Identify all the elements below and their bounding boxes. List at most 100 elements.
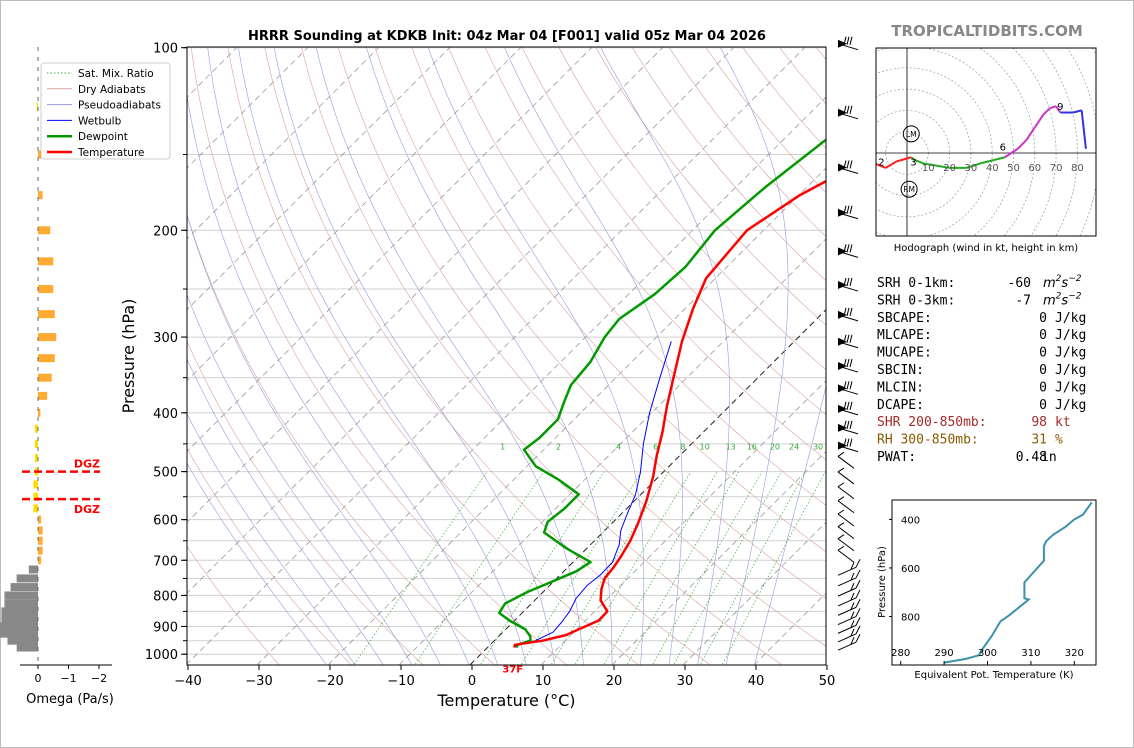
- x-tick-label: 30: [677, 674, 694, 689]
- hodograph-ring-label: 20: [943, 163, 956, 174]
- omega-bar: [38, 556, 42, 565]
- omega-bar: [38, 310, 55, 319]
- omega-bar: [28, 565, 38, 574]
- hodograph-segment: [876, 162, 887, 169]
- wind-feather: [837, 534, 845, 540]
- mixing-ratio-label: 20: [770, 443, 780, 452]
- stat-value: 0: [1039, 346, 1047, 361]
- stat-value: 0: [1039, 398, 1047, 413]
- theta-e-line: [943, 501, 1093, 664]
- wind-barb: [837, 569, 861, 587]
- legend-entry: Dry Adiabats: [78, 84, 146, 96]
- wind-shaft: [837, 284, 859, 292]
- hodograph-height-label: 9: [1057, 102, 1063, 113]
- y-tick-label: 100: [153, 42, 178, 57]
- wind-feather: [846, 401, 850, 410]
- isotherm-line: [187, 47, 806, 665]
- omega-bar: [4, 591, 38, 600]
- wind-barb: [837, 451, 855, 469]
- wind-feather: [843, 438, 847, 447]
- wind-shaft: [837, 577, 857, 587]
- stat-value: 98: [1031, 415, 1047, 430]
- wind-barb: [837, 358, 859, 373]
- mixing-ratio-line: [353, 471, 488, 665]
- wind-barb: [837, 625, 861, 643]
- omega-bar: [34, 439, 38, 448]
- pseudoadiabat: [720, 47, 789, 665]
- omega-bar: [38, 354, 55, 363]
- stat-label: RH 300-850mb:: [877, 433, 979, 448]
- stat-label: PWAT:: [877, 450, 916, 465]
- legend-entry: Pseudoadiabats: [78, 100, 161, 112]
- wind-barb: [837, 438, 859, 453]
- y-tick-label: 500: [153, 466, 178, 481]
- dry-adiabat: [187, 340, 424, 665]
- isotherm-line: [682, 521, 826, 665]
- theta-e-x-tick-label: 300: [978, 648, 997, 659]
- wind-feather: [850, 611, 855, 619]
- omega-bar: [38, 373, 52, 382]
- theta-e-x-tick-label: 290: [935, 648, 954, 659]
- stat-unit: J/kg: [1055, 311, 1086, 326]
- mixing-ratio-label: 30: [813, 443, 823, 452]
- wind-feather: [843, 420, 847, 430]
- mixing-ratio-line: [699, 471, 806, 665]
- mixing-ratio-label: 16: [747, 443, 757, 452]
- wind-feather: [855, 559, 861, 568]
- mixing-ratio-label: 13: [726, 443, 736, 452]
- wind-barb: [837, 617, 861, 634]
- wind-shaft: [837, 455, 855, 469]
- wind-shaft: [837, 566, 857, 576]
- stat-unit: J/kg: [1055, 363, 1086, 378]
- surface-temp-label: 37F: [502, 665, 523, 676]
- wind-pennant: [838, 337, 847, 346]
- x-tick-label: 10: [535, 674, 552, 689]
- mixing-ratio-line: [603, 471, 718, 665]
- wind-feather: [849, 160, 853, 169]
- pseudoadiabat: [273, 47, 556, 665]
- stat-label: SBCAPE:: [877, 311, 932, 326]
- storm-motion-marker: [902, 125, 920, 143]
- isotherm-line: [256, 96, 826, 665]
- hodograph-segment: [910, 156, 915, 161]
- wind-feather: [843, 205, 847, 214]
- x-tick-label: −10: [387, 674, 414, 689]
- dgz-label: DGZ: [74, 503, 100, 516]
- dry-adiabat: [558, 47, 826, 371]
- dry-adiabat: [264, 47, 711, 665]
- pseudoadiabat: [754, 384, 826, 665]
- wind-barb: [837, 608, 861, 625]
- stat-label: SRH 0-1km:: [877, 276, 955, 291]
- theta-e-y-title: Pressure (hPa): [877, 546, 888, 618]
- x-axis-title: Temperature (°C): [436, 691, 575, 710]
- stat-label: MUCAPE:: [877, 346, 932, 361]
- y-tick-label: 800: [153, 589, 178, 604]
- hodograph-ring-label: 80: [1071, 163, 1084, 174]
- wind-barb: [837, 545, 855, 563]
- wind-feather: [849, 205, 853, 214]
- dry-adiabat: [448, 47, 826, 506]
- stat-value: -7: [1015, 293, 1031, 308]
- wind-barb: [837, 160, 859, 174]
- hodograph-height-label: 6: [1000, 143, 1006, 154]
- wind-barb: [837, 509, 855, 527]
- omega-bar: [38, 526, 43, 535]
- mixing-ratio-line: [550, 471, 670, 665]
- chart-title: HRRR Sounding at KDKB Init: 04z Mar 04 […: [248, 29, 766, 44]
- stat-value: 0: [1039, 311, 1047, 326]
- wind-shaft: [837, 112, 859, 120]
- wind-shaft: [837, 526, 855, 540]
- omega-tick-label: −1: [60, 672, 76, 685]
- dry-adiabat: [411, 47, 826, 553]
- wind-barb: [837, 579, 861, 597]
- wind-feather: [846, 438, 850, 447]
- pseudoadiabat: [366, 47, 613, 665]
- omega-bar: [38, 285, 54, 294]
- wind-shaft: [837, 250, 859, 258]
- mixing-ratio-line: [673, 471, 782, 665]
- wind-feather: [846, 420, 850, 430]
- theta-e-x-title: Equivalent Pot. Temperature (K): [914, 670, 1073, 681]
- wind-feather: [843, 401, 847, 410]
- stat-unit: J/kg: [1055, 328, 1086, 343]
- wind-feather: [846, 36, 850, 45]
